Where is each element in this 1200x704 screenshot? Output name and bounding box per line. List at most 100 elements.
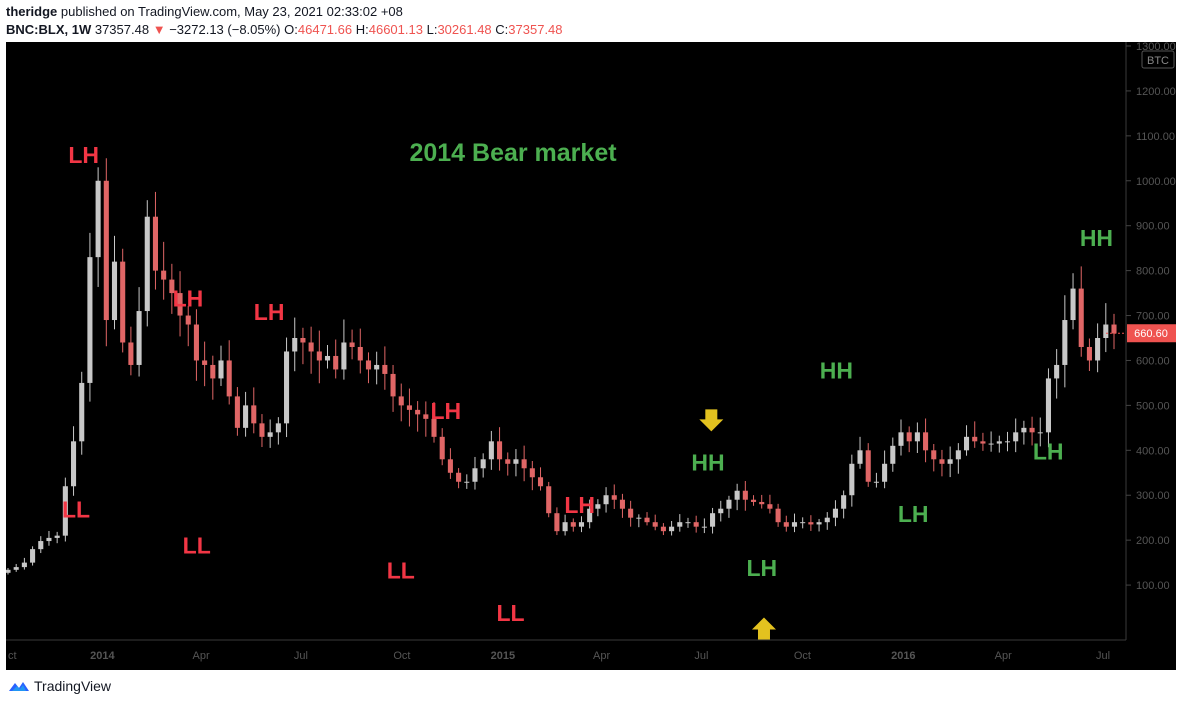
candle-body — [570, 522, 576, 527]
candle — [333, 339, 339, 379]
symbol-label[interactable]: BNC:BLX, 1W — [6, 22, 92, 37]
candle — [873, 472, 879, 488]
pattern-label-hh: HH — [691, 450, 724, 476]
x-tick-label: Oct — [393, 650, 410, 662]
candle — [865, 443, 871, 487]
change-down-icon: ▼ — [152, 22, 166, 37]
candle-body — [243, 405, 249, 428]
candle-body — [1111, 324, 1117, 334]
candle-body — [824, 517, 830, 523]
candle-body — [882, 463, 888, 482]
candle-body — [161, 270, 167, 280]
candle-body — [169, 279, 175, 294]
candle — [1070, 273, 1076, 330]
candle-body — [95, 180, 101, 258]
candle-body — [832, 508, 838, 518]
candle-body — [660, 526, 666, 532]
candle-body — [439, 436, 445, 460]
candle — [759, 494, 765, 509]
candle — [726, 495, 732, 518]
candle-body — [669, 526, 675, 532]
candle-body — [292, 338, 298, 352]
candle-body — [415, 409, 421, 415]
candle-body — [103, 180, 109, 321]
y-tick-label: 1000.00 — [1136, 176, 1176, 188]
candle-body — [54, 535, 60, 538]
candle-body — [800, 522, 806, 524]
pattern-label-lh: LH — [173, 286, 204, 312]
y-tick-label: 100.00 — [1136, 580, 1170, 592]
candle — [218, 345, 224, 386]
candle-body — [996, 441, 1002, 444]
candle — [1111, 313, 1117, 350]
candle — [300, 327, 306, 365]
candle-body — [849, 463, 855, 496]
plot-area[interactable] — [6, 42, 1126, 670]
candle — [521, 445, 527, 482]
candle-body — [177, 293, 183, 316]
tradingview-logo[interactable]: TradingView — [8, 678, 111, 694]
candle-body — [62, 486, 68, 536]
pattern-label-lh: LH — [68, 142, 99, 168]
candle — [824, 512, 830, 530]
candle — [439, 428, 445, 466]
pattern-label-hh: HH — [820, 357, 853, 383]
x-tick-label: ct — [8, 650, 17, 662]
candle — [374, 351, 380, 385]
candle-body — [284, 351, 290, 424]
candle — [1013, 418, 1019, 453]
y-tick-label: 400.00 — [1136, 445, 1170, 457]
candle — [669, 520, 675, 536]
candle — [923, 418, 929, 463]
candle-body — [202, 360, 208, 365]
last-price: 37357.48 — [94, 22, 150, 37]
candle — [955, 443, 961, 474]
publisher-name[interactable]: theridge — [6, 4, 58, 19]
candle — [456, 468, 462, 489]
candle — [832, 500, 838, 527]
candle-body — [783, 522, 789, 527]
candle — [398, 383, 404, 422]
candle — [415, 401, 421, 432]
candle-body — [628, 508, 634, 518]
candle-body — [611, 495, 617, 500]
candlestick-chart[interactable]: 1300.00 1200.00 1100.00 1000.00 900.00 800.00… — [6, 42, 1176, 670]
candle-body — [226, 360, 232, 397]
candle-body — [128, 342, 134, 365]
candle-body — [988, 443, 994, 445]
candle-body — [185, 315, 191, 325]
candle — [6, 567, 11, 575]
candle — [636, 514, 642, 528]
candle — [1037, 417, 1043, 447]
x-tick-label: Apr — [193, 650, 210, 662]
candle-body — [595, 504, 601, 509]
candle — [447, 448, 453, 479]
candle — [1045, 368, 1051, 448]
candle — [742, 480, 748, 511]
candle-body — [1021, 427, 1027, 433]
candle — [931, 444, 937, 472]
candle-body — [382, 364, 388, 374]
candle — [251, 387, 257, 434]
pattern-label-ll: LL — [62, 497, 90, 523]
candle-body — [718, 508, 724, 514]
candle-body — [652, 522, 658, 527]
candle-body — [374, 364, 380, 370]
candle-body — [1037, 432, 1043, 434]
candle — [652, 514, 658, 531]
low-value: 30261.48 — [437, 22, 492, 37]
candle-body — [742, 490, 748, 500]
candle-body — [578, 522, 585, 527]
candle-body — [939, 459, 945, 464]
candle-body — [464, 481, 470, 483]
candle-body — [316, 351, 322, 361]
chart-title: 2014 Bear market — [409, 139, 617, 167]
candle — [890, 437, 896, 472]
candle — [996, 435, 1002, 453]
candle — [972, 421, 978, 448]
y-tick-label: 900.00 — [1136, 221, 1170, 233]
x-tick-label: Jul — [294, 650, 308, 662]
price-axis[interactable] — [1126, 42, 1176, 670]
candle — [324, 345, 331, 369]
candle-body — [865, 450, 871, 482]
